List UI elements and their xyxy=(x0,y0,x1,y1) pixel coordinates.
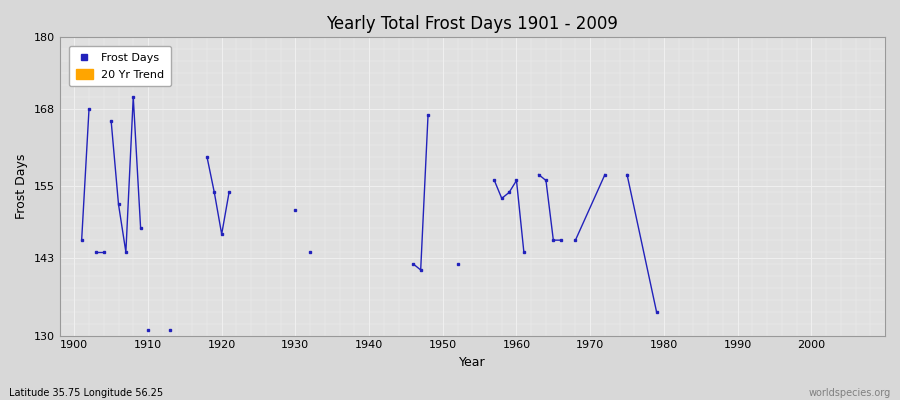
X-axis label: Year: Year xyxy=(459,356,486,369)
Title: Yearly Total Frost Days 1901 - 2009: Yearly Total Frost Days 1901 - 2009 xyxy=(327,15,618,33)
Legend: Frost Days, 20 Yr Trend: Frost Days, 20 Yr Trend xyxy=(69,46,171,86)
Y-axis label: Frost Days: Frost Days xyxy=(15,154,28,219)
Text: Latitude 35.75 Longitude 56.25: Latitude 35.75 Longitude 56.25 xyxy=(9,388,163,398)
Text: worldspecies.org: worldspecies.org xyxy=(809,388,891,398)
